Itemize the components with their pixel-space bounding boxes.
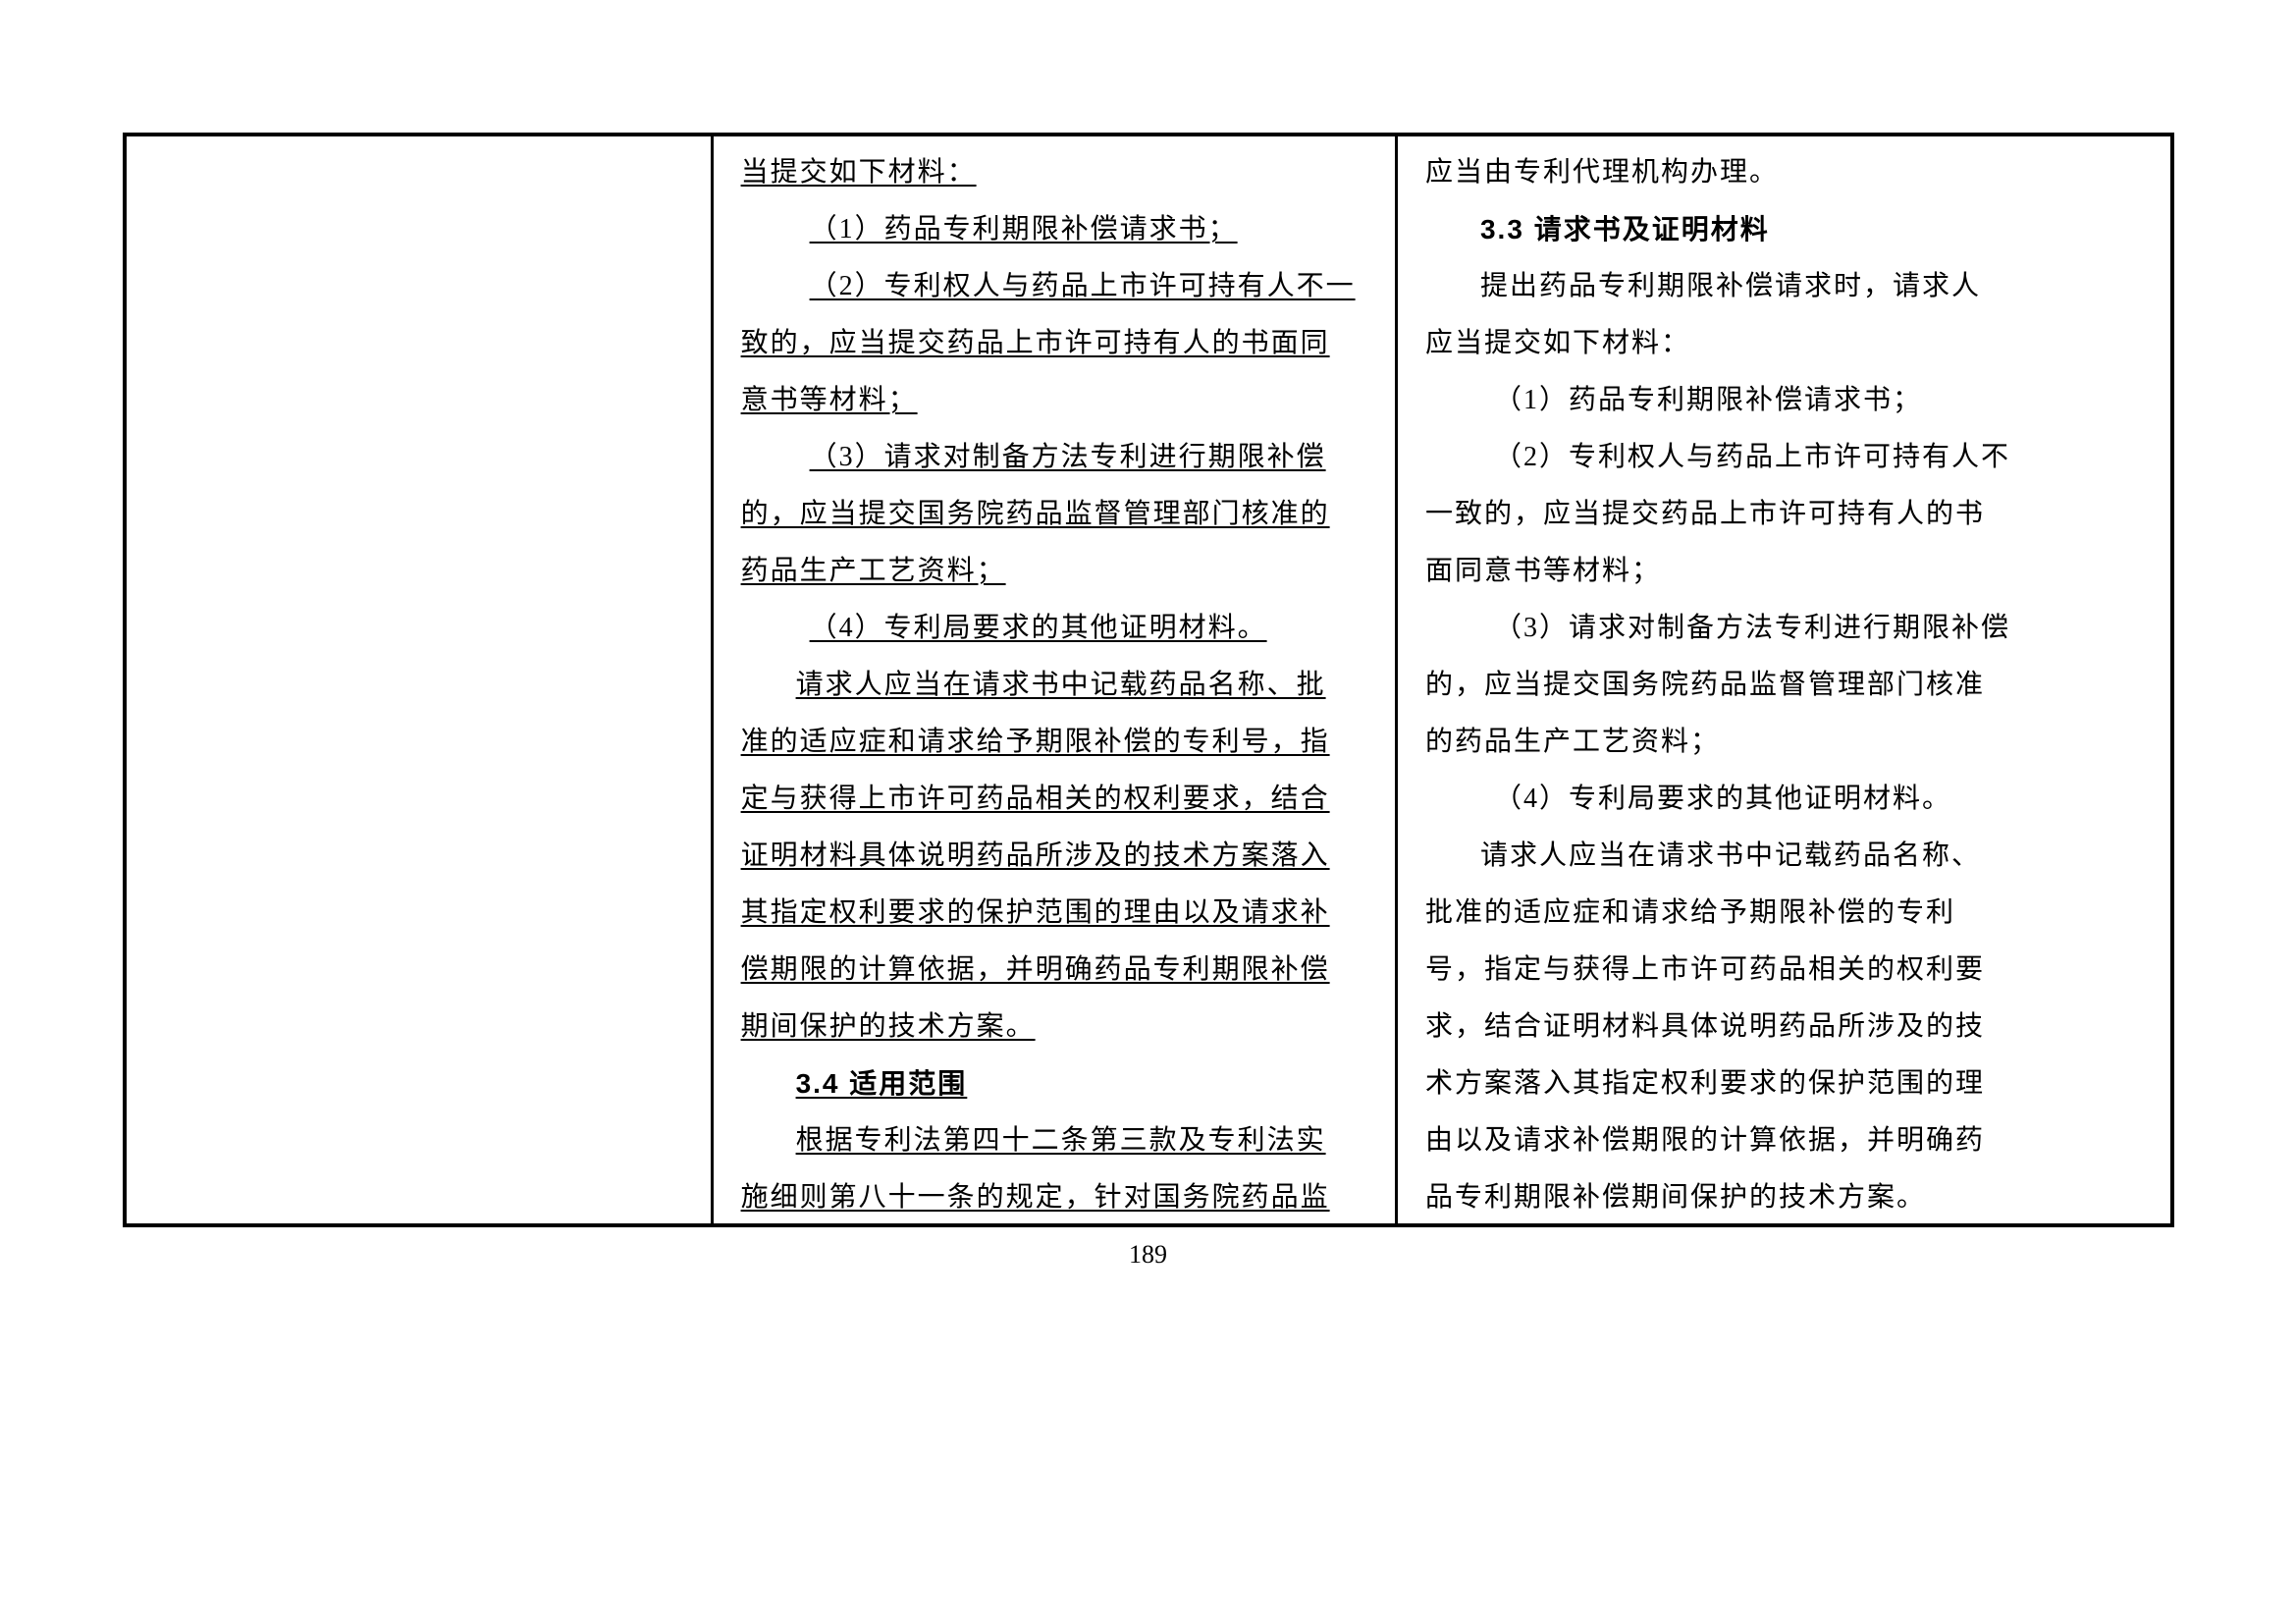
document-table: 当提交如下材料： （1）药品专利期限补偿请求书； （2）专利权人与药品上市许可持… xyxy=(123,133,2174,1227)
body-text: 批准的适应症和请求给予期限补偿的专利 xyxy=(1425,885,2143,942)
body-text: （3）请求对制备方法专利进行期限补偿 xyxy=(1425,600,2143,657)
body-text: 证明材料具体说明药品所涉及的技术方案落入 xyxy=(741,828,1367,885)
body-text: （4）专利局要求的其他证明材料。 xyxy=(1425,771,2143,828)
body-text: 根据专利法第四十二条第三款及专利法实 xyxy=(741,1112,1367,1169)
body-text: 意书等材料； xyxy=(741,372,1367,429)
section-heading: 3.3 请求书及证明材料 xyxy=(1425,201,2143,258)
body-text: 致的，应当提交药品上市许可持有人的书面同 xyxy=(741,315,1367,372)
body-text: （1）药品专利期限补偿请求书； xyxy=(741,201,1367,258)
body-text: 的，应当提交国务院药品监督管理部门核准 xyxy=(1425,657,2143,714)
body-text: 期间保护的技术方案。 xyxy=(741,999,1367,1055)
body-text: （4）专利局要求的其他证明材料。 xyxy=(741,600,1367,657)
body-text: 偿期限的计算依据，并明确药品专利期限补偿 xyxy=(741,942,1367,999)
body-text: 面同意书等材料； xyxy=(1425,543,2143,600)
body-text: 其指定权利要求的保护范围的理由以及请求补 xyxy=(741,885,1367,942)
body-text: 一致的，应当提交药品上市许可持有人的书 xyxy=(1425,486,2143,543)
body-text: 求，结合证明材料具体说明药品所涉及的技 xyxy=(1425,999,2143,1055)
body-text: 药品生产工艺资料； xyxy=(741,543,1367,600)
body-text: （2）专利权人与药品上市许可持有人不 xyxy=(1425,429,2143,486)
page-number: 189 xyxy=(1129,1240,1167,1270)
body-text: 应当提交如下材料： xyxy=(1425,315,2143,372)
body-text: 的药品生产工艺资料； xyxy=(1425,714,2143,771)
body-text: 请求人应当在请求书中记载药品名称、批 xyxy=(741,657,1367,714)
body-text: 号，指定与获得上市许可药品相关的权利要 xyxy=(1425,942,2143,999)
body-text: 准的适应症和请求给予期限补偿的专利号，指 xyxy=(741,714,1367,771)
table-column-1 xyxy=(127,136,714,1223)
body-text: 定与获得上市许可药品相关的权利要求，结合 xyxy=(741,771,1367,828)
body-text: 品专利期限补偿期间保护的技术方案。 xyxy=(1425,1169,2143,1226)
body-text: 施细则第八十一条的规定，针对国务院药品监 xyxy=(741,1169,1367,1226)
section-heading: 3.4 适用范围 xyxy=(741,1055,1367,1112)
body-text: （1）药品专利期限补偿请求书； xyxy=(1425,372,2143,429)
body-text: （3）请求对制备方法专利进行期限补偿 xyxy=(741,429,1367,486)
table-column-2: 当提交如下材料： （1）药品专利期限补偿请求书； （2）专利权人与药品上市许可持… xyxy=(714,136,1398,1223)
body-text: （2）专利权人与药品上市许可持有人不一 xyxy=(741,258,1367,315)
body-text: 当提交如下材料： xyxy=(741,144,1367,201)
body-text: 术方案落入其指定权利要求的保护范围的理 xyxy=(1425,1055,2143,1112)
body-text: 由以及请求补偿期限的计算依据，并明确药 xyxy=(1425,1112,2143,1169)
body-text: 请求人应当在请求书中记载药品名称、 xyxy=(1425,828,2143,885)
body-text: 应当由专利代理机构办理。 xyxy=(1425,144,2143,201)
body-text: 的，应当提交国务院药品监督管理部门核准的 xyxy=(741,486,1367,543)
table-column-3: 应当由专利代理机构办理。 3.3 请求书及证明材料 提出药品专利期限补偿请求时，… xyxy=(1398,136,2170,1223)
body-text: 提出药品专利期限补偿请求时，请求人 xyxy=(1425,258,2143,315)
